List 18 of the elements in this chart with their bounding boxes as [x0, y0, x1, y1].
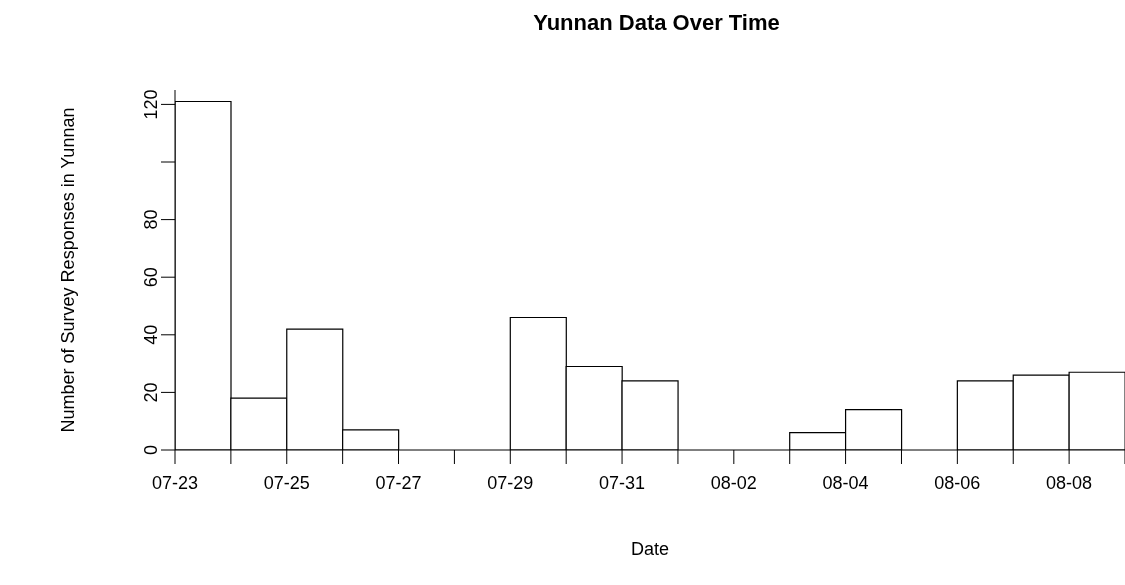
y-tick-label: 60: [141, 267, 162, 288]
y-tick-label: 40: [141, 324, 162, 345]
y-tick-label: 20: [141, 382, 162, 403]
x-tick-label: 07-23: [151, 472, 199, 493]
x-tick-label: 07-29: [487, 472, 534, 493]
x-tick-label: 08-08: [1046, 472, 1093, 493]
x-tick-label: 07-27: [375, 472, 422, 493]
x-tick-label: 08-04: [822, 472, 869, 493]
x-tick-label: 08-02: [710, 472, 757, 493]
y-axis-title: Number of Survey Responses in Yunnan: [58, 107, 79, 433]
x-axis-title: Date: [630, 539, 670, 559]
x-tick-label: 07-31: [599, 472, 646, 493]
x-tick-label: 07-25: [263, 472, 310, 493]
y-tick-label: 0: [141, 444, 162, 456]
x-tick-label: 08-06: [934, 472, 981, 493]
y-tick-label: 120: [141, 89, 162, 120]
chart-title: Yunnan Data Over Time: [532, 9, 781, 37]
y-tick-label: 80: [141, 209, 162, 230]
